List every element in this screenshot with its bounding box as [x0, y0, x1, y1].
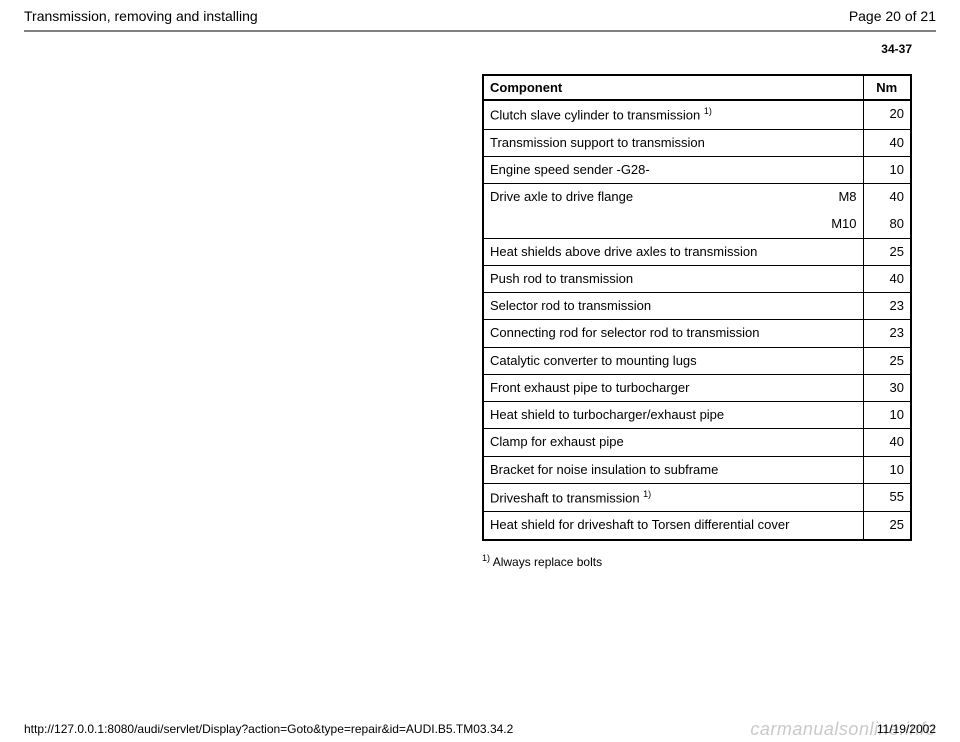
- bolt-size: M10: [831, 216, 856, 232]
- cell-nm: 40: [863, 265, 911, 292]
- table-row: Push rod to transmission 40: [483, 265, 911, 292]
- cell-nm: 55: [863, 483, 911, 512]
- cell-label: Selector rod to transmission: [483, 293, 863, 320]
- cell-nm: 40: [863, 184, 911, 211]
- table-row: Transmission support to transmission 40: [483, 129, 911, 156]
- cell-label: Heat shield for driveshaft to Torsen dif…: [483, 512, 863, 540]
- section-number: 34-37: [0, 32, 960, 64]
- page-number-label: Page 20 of 21: [849, 8, 936, 24]
- cell-label: Clutch slave cylinder to transmission 1): [483, 100, 863, 129]
- col-nm: Nm: [863, 75, 911, 100]
- table-row: Clamp for exhaust pipe 40: [483, 429, 911, 456]
- cell-text: Clutch slave cylinder to transmission: [490, 107, 704, 122]
- cell-label: Push rod to transmission: [483, 265, 863, 292]
- cell-label: Clamp for exhaust pipe: [483, 429, 863, 456]
- table-row: Heat shield to turbocharger/exhaust pipe…: [483, 402, 911, 429]
- cell-nm: 23: [863, 320, 911, 347]
- doc-title: Transmission, removing and installing: [24, 8, 258, 24]
- cell-label: M10: [483, 211, 863, 238]
- cell-nm: 20: [863, 100, 911, 129]
- table-row: Driveshaft to transmission 1) 55: [483, 483, 911, 512]
- table-row: Connecting rod for selector rod to trans…: [483, 320, 911, 347]
- cell-label: Heat shields above drive axles to transm…: [483, 238, 863, 265]
- cell-label: Drive axle to drive flange M8: [483, 184, 863, 211]
- cell-label: Catalytic converter to mounting lugs: [483, 347, 863, 374]
- cell-label: Heat shield to turbocharger/exhaust pipe: [483, 402, 863, 429]
- cell-nm: 40: [863, 129, 911, 156]
- col-component: Component: [483, 75, 863, 100]
- cell-text: Drive axle to drive flange: [490, 189, 633, 205]
- footnote-ref: 1): [704, 106, 712, 116]
- footnote-text: Always replace bolts: [490, 555, 602, 569]
- table-header-row: Component Nm: [483, 75, 911, 100]
- cell-label: Engine speed sender -G28-: [483, 156, 863, 183]
- cell-nm: 10: [863, 402, 911, 429]
- table-row: M10 80: [483, 211, 911, 238]
- table-row: Selector rod to transmission 23: [483, 293, 911, 320]
- footer-url: http://127.0.0.1:8080/audi/servlet/Displ…: [24, 722, 513, 736]
- cell-nm: 23: [863, 293, 911, 320]
- table-row: Drive axle to drive flange M8 40: [483, 184, 911, 211]
- bolt-size: M8: [838, 189, 856, 205]
- cell-nm: 25: [863, 238, 911, 265]
- footer-date: 11/19/2002: [877, 722, 936, 736]
- table-row: Front exhaust pipe to turbocharger 30: [483, 374, 911, 401]
- cell-label: Connecting rod for selector rod to trans…: [483, 320, 863, 347]
- cell-nm: 10: [863, 456, 911, 483]
- table-row: Clutch slave cylinder to transmission 1)…: [483, 100, 911, 129]
- table-row: Bracket for noise insulation to subframe…: [483, 456, 911, 483]
- footnote: 1) Always replace bolts: [482, 541, 912, 569]
- cell-nm: 80: [863, 211, 911, 238]
- cell-nm: 25: [863, 512, 911, 540]
- cell-label: Bracket for noise insulation to subframe: [483, 456, 863, 483]
- page-footer: http://127.0.0.1:8080/audi/servlet/Displ…: [24, 722, 936, 736]
- table-row: Heat shield for driveshaft to Torsen dif…: [483, 512, 911, 540]
- cell-nm: 30: [863, 374, 911, 401]
- torque-table: Component Nm Clutch slave cylinder to tr…: [482, 74, 912, 541]
- table-row: Engine speed sender -G28- 10: [483, 156, 911, 183]
- content-area: Component Nm Clutch slave cylinder to tr…: [0, 64, 960, 541]
- cell-label: Driveshaft to transmission 1): [483, 483, 863, 512]
- table-row: Catalytic converter to mounting lugs 25: [483, 347, 911, 374]
- cell-label: Front exhaust pipe to turbocharger: [483, 374, 863, 401]
- cell-nm: 40: [863, 429, 911, 456]
- cell-label: Transmission support to transmission: [483, 129, 863, 156]
- page-header: Transmission, removing and installing Pa…: [0, 0, 960, 30]
- cell-nm: 10: [863, 156, 911, 183]
- footnote-marker: 1): [482, 553, 490, 563]
- cell-nm: 25: [863, 347, 911, 374]
- footnote-ref: 1): [643, 489, 651, 499]
- table-row: Heat shields above drive axles to transm…: [483, 238, 911, 265]
- cell-text: Driveshaft to transmission: [490, 490, 643, 505]
